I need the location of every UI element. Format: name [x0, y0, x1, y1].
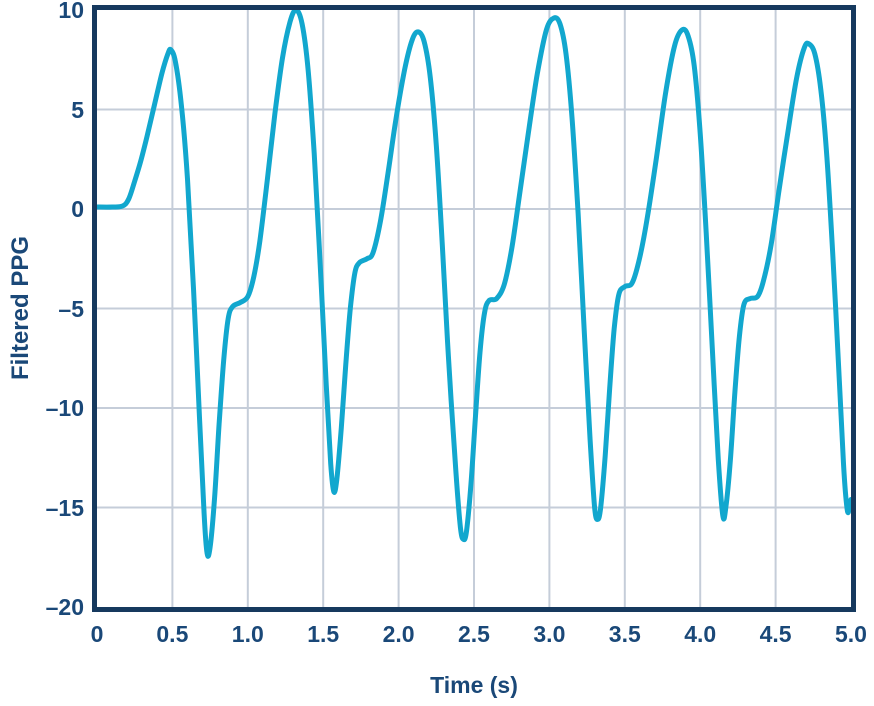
x-tick-label: 3.0 — [533, 621, 566, 647]
y-tick-label: 0 — [71, 196, 84, 222]
y-tick-label: 5 — [71, 96, 84, 123]
x-tick-label: 3.5 — [608, 621, 641, 647]
y-tick-label: –10 — [45, 395, 84, 421]
signal-line — [97, 10, 851, 559]
x-tick-label: 1.0 — [231, 621, 264, 647]
x-tick-label: 0 — [90, 621, 104, 647]
x-tick-label: 0.5 — [156, 621, 189, 647]
x-tick-label: 2.0 — [382, 621, 415, 647]
x-tick-label: 5.0 — [835, 621, 867, 647]
x-tick-label: 4.0 — [684, 621, 717, 647]
plot-area — [92, 5, 856, 612]
ppg-line-chart — [97, 10, 851, 607]
x-axis-title: Time (s) — [430, 672, 518, 698]
y-tick-label: –15 — [45, 494, 84, 521]
x-tick-label: 4.5 — [759, 621, 792, 647]
y-tick-label: –20 — [45, 594, 84, 620]
y-tick-label: –5 — [58, 295, 84, 322]
x-tick-label: 2.5 — [458, 621, 490, 647]
y-tick-label: 10 — [58, 0, 84, 23]
x-tick-label: 1.5 — [307, 621, 340, 647]
